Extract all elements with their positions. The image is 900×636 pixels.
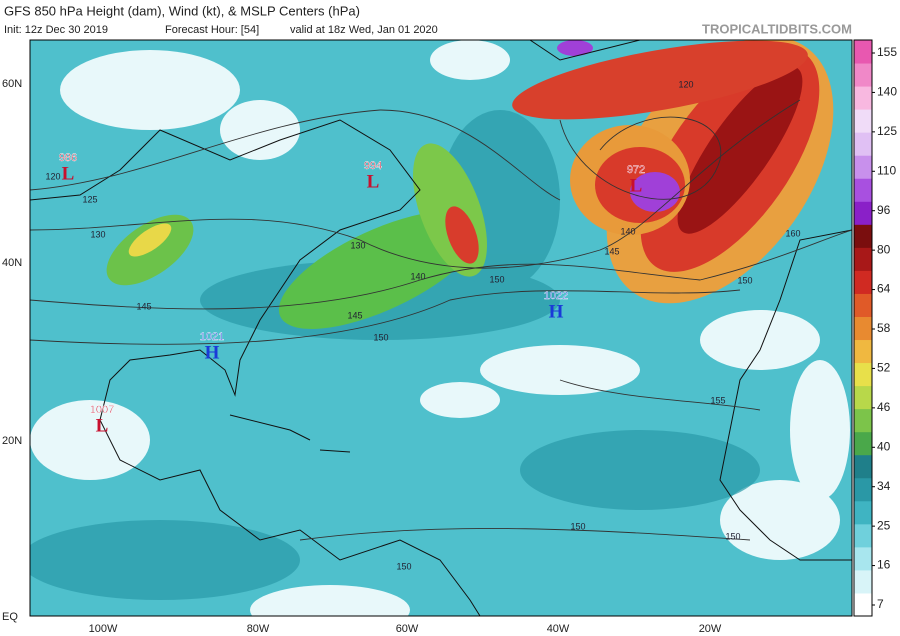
contour-label: 145 (136, 301, 151, 311)
contour-label: 120 (678, 79, 693, 89)
colorbar-segment (854, 40, 872, 64)
colorbar-segment (854, 86, 872, 110)
contour-label: 125 (82, 194, 97, 204)
colorbar-segment (854, 431, 872, 456)
lat-label: 40N (2, 257, 22, 269)
colorbar-label: 80 (877, 242, 891, 256)
lat-label: 60N (2, 78, 22, 90)
contour-label: 140 (410, 271, 425, 281)
colorbar-segment (854, 316, 872, 341)
pressure-symbol: L (96, 415, 109, 436)
colorbar-label: 140 (877, 85, 897, 99)
pressure-symbol: L (367, 171, 380, 192)
lon-label: 40W (547, 623, 570, 635)
contour-label: 145 (604, 246, 619, 256)
contour-label: 150 (396, 561, 411, 571)
colorbar-label: 16 (877, 558, 891, 572)
lon-label: 80W (247, 623, 270, 635)
moderate-wind-areas (30, 110, 760, 600)
lat-label: 20N (2, 435, 22, 447)
colorbar-label: 34 (877, 479, 891, 493)
colorbar-segment (854, 454, 872, 479)
colorbar-segment (854, 339, 872, 364)
pressure-symbol: L (62, 163, 75, 184)
contour-label: 120 (45, 171, 60, 181)
lon-label: 20W (699, 623, 722, 635)
jet-streak (106, 40, 834, 329)
contour-label: 155 (710, 395, 725, 405)
contour-label: 130 (90, 229, 105, 239)
contour-label: 130 (350, 240, 365, 250)
lon-label: 100W (89, 623, 118, 635)
pressure-symbol: H (549, 301, 564, 322)
contour-label: 140 (620, 226, 635, 236)
contour-label: 150 (489, 274, 504, 284)
colorbar-segment (854, 546, 872, 571)
contour-label: 150 (737, 275, 752, 285)
colorbar-segment (854, 569, 872, 594)
colorbar-label: 25 (877, 518, 891, 532)
colorbar-segment (854, 224, 872, 248)
source: TROPICALTIDBITS.COM (702, 21, 852, 36)
contour-label: 150 (725, 531, 740, 541)
pressure-value: 986 (59, 152, 77, 164)
colorbar-segment (854, 132, 872, 156)
colorbar-segment (854, 201, 872, 225)
colorbar-segment (854, 362, 872, 387)
pressure-value: 1022 (544, 290, 568, 302)
colorbar: 155 140 125 110 96 80 64 58 52 46 40 34 25 16 7 (853, 39, 897, 617)
colorbar-segment (854, 592, 872, 617)
contour-label: 150 (570, 521, 585, 531)
colorbar-segment (854, 178, 872, 202)
colorbar-segment (854, 523, 872, 548)
colorbar-frame (853, 39, 873, 617)
colorbar-segment (854, 408, 872, 433)
pressure-symbol: L (630, 175, 643, 196)
colorbar-label: 46 (877, 400, 891, 414)
colorbar-segment (854, 477, 872, 502)
colorbar-segment (854, 500, 872, 525)
colorbar-label: 125 (877, 124, 897, 138)
pressure-symbol: H (205, 342, 220, 363)
lon-label: 60W (396, 623, 419, 635)
coastlines (30, 40, 852, 616)
colorbar-label: 7 (877, 597, 884, 611)
title: GFS 850 hPa Height (dam), Wind (kt), & M… (4, 3, 360, 18)
pressure-value: 994 (364, 160, 382, 172)
colorbar-label: 155 (877, 45, 897, 59)
contour-label: 145 (347, 310, 362, 320)
lat-label: EQ (2, 611, 18, 623)
colorbar-segment (854, 385, 872, 410)
colorbar-label: 96 (877, 203, 891, 217)
pressure-value: 972 (627, 164, 645, 176)
contour-label: 150 (373, 332, 388, 342)
map-area: 1201251301301401451501501451401501551201… (30, 40, 852, 616)
colorbar-segment (854, 109, 872, 133)
valid-time: valid at 18z Wed, Jan 01 2020 (290, 24, 438, 36)
init-time: Init: 12z Dec 30 2019 (4, 24, 108, 36)
colorbar-segment (854, 155, 872, 179)
colorbar-segment (854, 63, 872, 87)
colorbar-label: 64 (877, 282, 891, 296)
colorbar-segment (854, 247, 872, 271)
pressure-value: 1021 (200, 331, 224, 343)
colorbar-segment (854, 293, 872, 317)
colorbar-segment (854, 270, 872, 294)
colorbar-label: 110 (877, 163, 896, 177)
pressure-value: 1007 (90, 404, 114, 416)
forecast-hour: Forecast Hour: [54] (165, 24, 259, 36)
map-frame (29, 39, 853, 617)
colorbar-label: 52 (877, 361, 891, 375)
height-contours (30, 99, 852, 541)
colorbar-label: 58 (877, 321, 891, 335)
colorbar-label: 40 (877, 439, 891, 453)
contour-label: 160 (785, 228, 800, 238)
